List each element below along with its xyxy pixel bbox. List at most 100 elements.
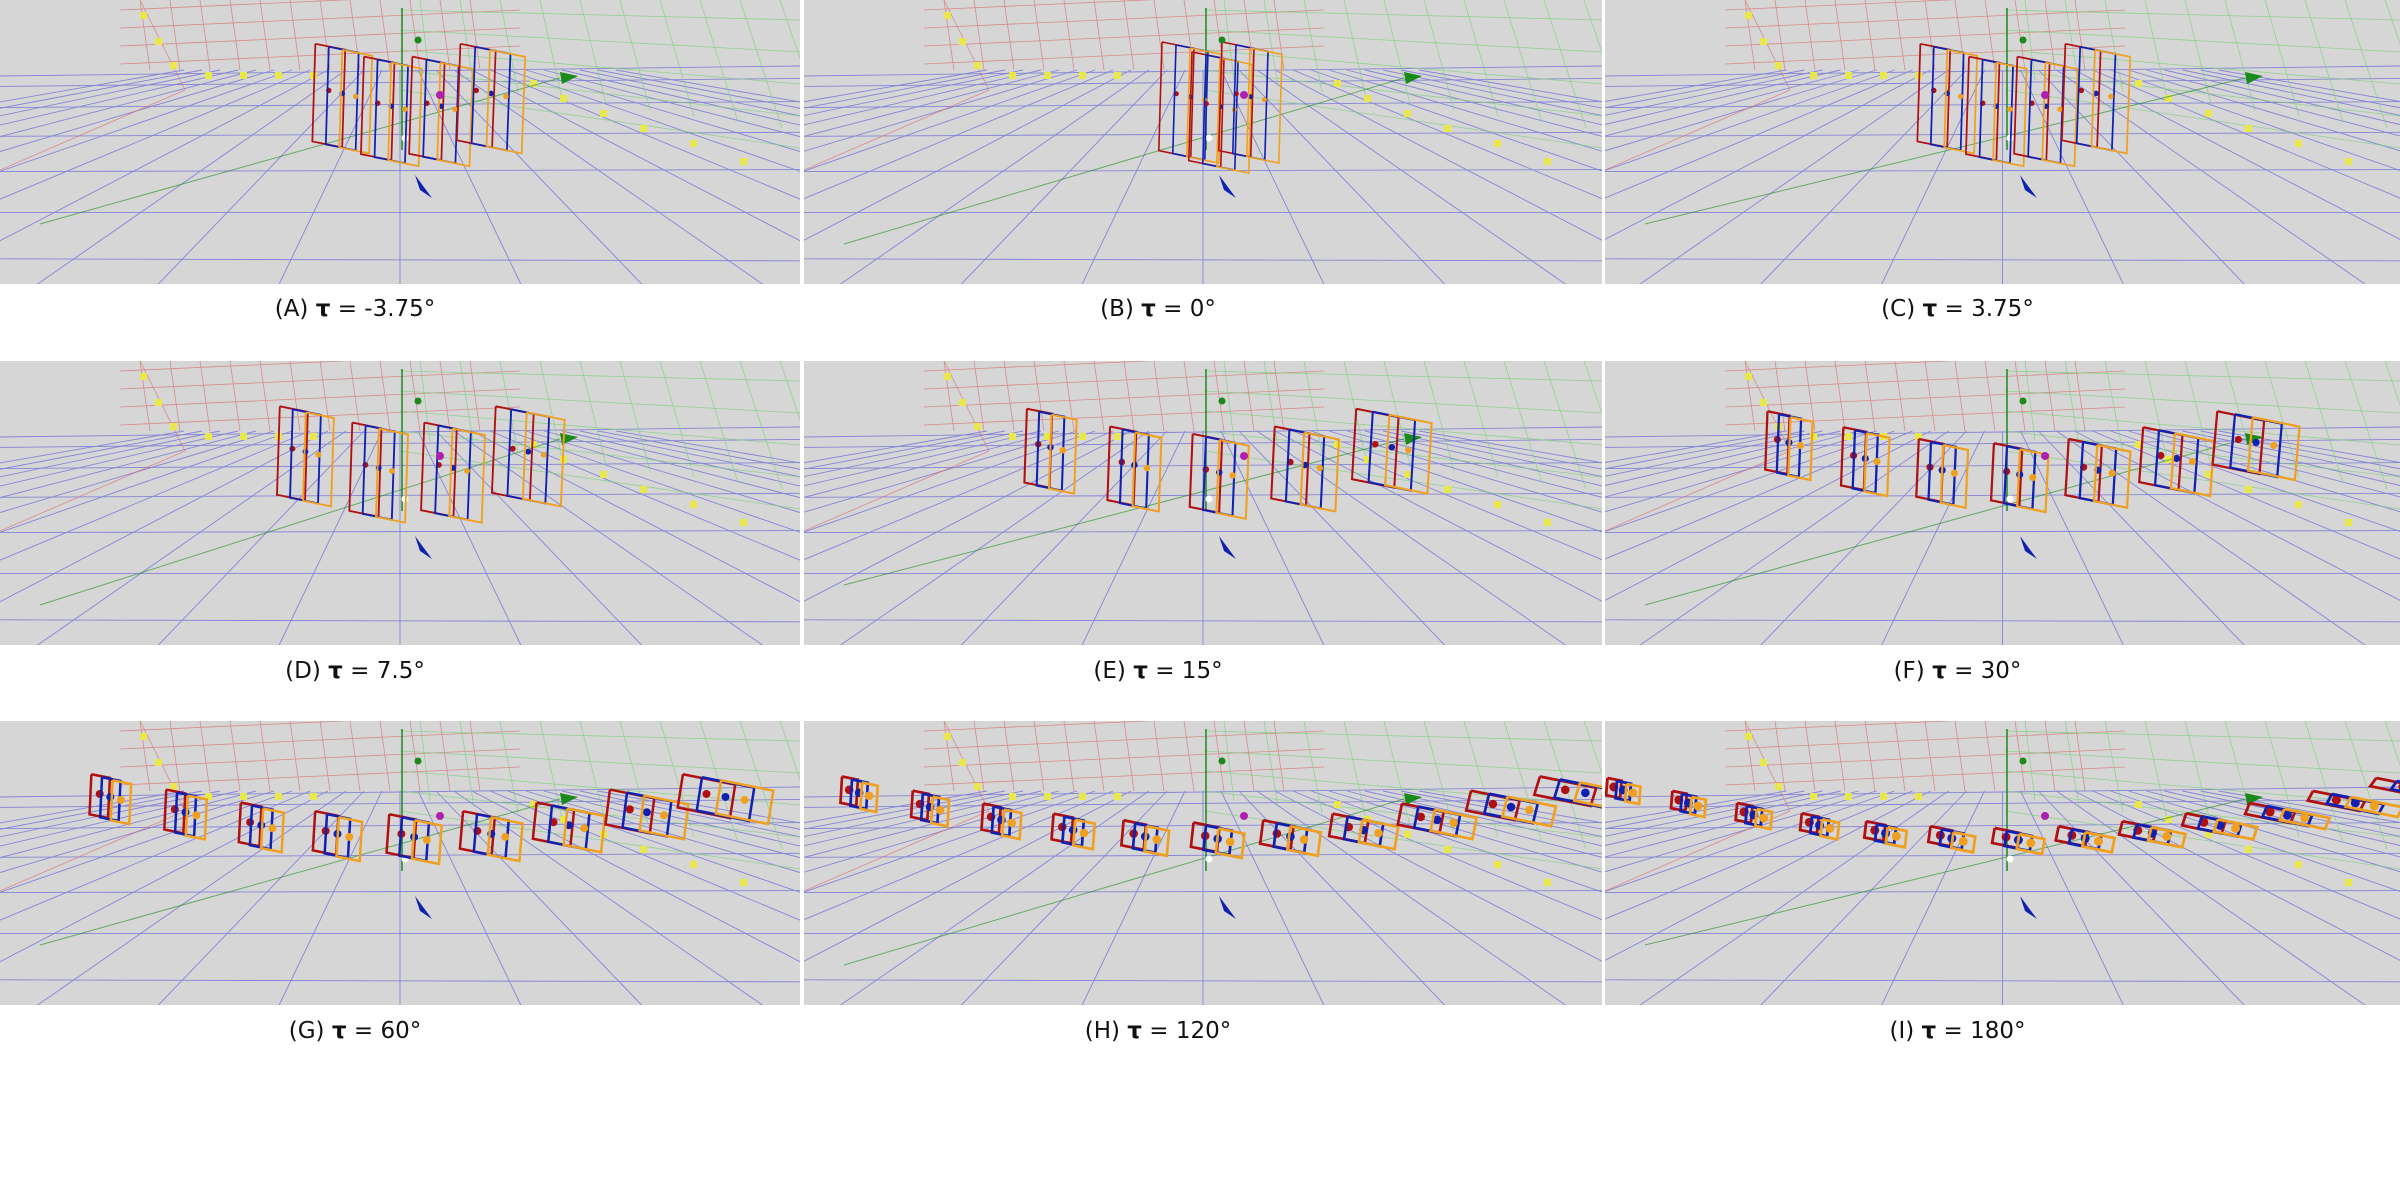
caption-symbol: τ [1932, 658, 1947, 684]
center-joint [2041, 452, 2049, 460]
chain-segment [2277, 807, 2332, 831]
caption-symbol: τ [1922, 296, 1938, 322]
chain-segment [562, 807, 607, 854]
chain-segment [1819, 817, 1841, 842]
chain-joint [2078, 87, 2084, 94]
chain-segment [184, 794, 209, 841]
chain-segment [486, 815, 524, 863]
panel-caption: (H) τ = 120° [1085, 1018, 1232, 1044]
chain-segment [1245, 47, 1283, 164]
chain-joint [1416, 812, 1426, 822]
chain-joint [1825, 823, 1835, 833]
back-wall-grid [1605, 361, 2126, 532]
center-joint [1240, 91, 1248, 99]
green-joint [1218, 36, 1226, 44]
chain-segment [1688, 795, 1708, 819]
chain-joint [1059, 446, 1067, 454]
chain-joint [740, 795, 749, 804]
chain-segment [2343, 795, 2400, 819]
green-joint [414, 757, 422, 765]
origin-arrow [1219, 175, 1236, 198]
chain-segment [1863, 432, 1891, 498]
chain-joint [1152, 835, 1162, 844]
chain-joint [2094, 836, 2104, 846]
chain-segment [2090, 48, 2132, 155]
back-wall-grid [804, 721, 1325, 892]
chain-segment [436, 61, 474, 168]
caption-equals: = [1944, 296, 1964, 322]
caption-equals: = [1943, 1018, 1963, 1044]
origin-arrow [415, 896, 432, 919]
chain-joint [1316, 464, 1324, 472]
floor-grid [1605, 786, 2400, 1005]
caption-symbol: τ [331, 1018, 347, 1044]
caption-equals: = [1149, 1018, 1169, 1044]
chain-segment [335, 815, 364, 863]
chain-segment [1943, 48, 1978, 155]
direction-arrow [2245, 72, 2263, 84]
chain-joint [1581, 788, 1590, 798]
chain-joint [116, 795, 125, 804]
caption-equals: = [350, 658, 370, 684]
chain-segment [1299, 431, 1340, 513]
chain-joint [2108, 93, 2114, 100]
direction-line [843, 798, 1405, 966]
chain-joint [2108, 469, 2116, 477]
panel-caption: (I) τ = 180° [1889, 1018, 2025, 1044]
chain-joint [1432, 815, 1442, 825]
caption-label: (B) [1100, 296, 1134, 322]
chain-segment [2146, 825, 2188, 849]
chain-joint [702, 789, 711, 798]
panel-e [804, 361, 1602, 645]
chain-segment [410, 819, 443, 866]
direction-line [39, 438, 561, 606]
chain-frames [1157, 41, 1283, 174]
caption-symbol: τ [1133, 658, 1148, 684]
caption-value: 60° [380, 1018, 422, 1044]
chain-joint [1374, 828, 1383, 838]
chain-joint [192, 811, 201, 820]
center-joint [1240, 812, 1248, 820]
caption-equals: = [1163, 296, 1183, 322]
chain-joint [345, 832, 354, 841]
chain-joint [1449, 818, 1458, 828]
origin-arrow [415, 536, 432, 559]
chain-joint [2231, 823, 2241, 833]
caption-equals: = [1954, 658, 1974, 684]
caption-symbol: τ [328, 658, 343, 684]
origin-marker [1205, 495, 1213, 503]
direction-arrow [1404, 72, 1422, 84]
chain-segment [2212, 817, 2259, 841]
caption-equals: = [337, 296, 357, 322]
chain-joint [181, 808, 190, 817]
chain-joint [2300, 813, 2310, 823]
chain-frames [1764, 410, 2301, 514]
chain-segment [858, 781, 880, 814]
chain-joint [1388, 443, 1396, 451]
direction-line [1644, 77, 2246, 225]
back-wall-grid [0, 721, 521, 892]
origin-marker [1205, 855, 1213, 863]
chain-joint [352, 93, 359, 100]
floor-grid [804, 786, 1602, 1005]
chain-joint [1007, 818, 1017, 828]
origin-arrow [415, 175, 432, 198]
center-joint [2041, 812, 2049, 820]
panel-caption: (A) τ = -3.75° [275, 296, 436, 322]
chain-joint [1079, 828, 1089, 838]
floor-grid [0, 65, 800, 284]
panel-b [804, 0, 1602, 284]
green-joint [1218, 757, 1226, 765]
chain-segment [1185, 47, 1223, 164]
chain-joint [2057, 106, 2063, 112]
chain-joint [503, 93, 509, 100]
caption-value: 3.75° [1971, 296, 2034, 322]
green-joint [414, 36, 422, 44]
caption-value: 0° [1189, 296, 1216, 322]
chain-segment [2015, 832, 2047, 856]
direction-line [1644, 798, 2246, 946]
chain-joint [1229, 472, 1236, 479]
chain-segment [485, 48, 527, 155]
chain-frames [311, 42, 527, 168]
chain-segment [1572, 781, 1602, 808]
